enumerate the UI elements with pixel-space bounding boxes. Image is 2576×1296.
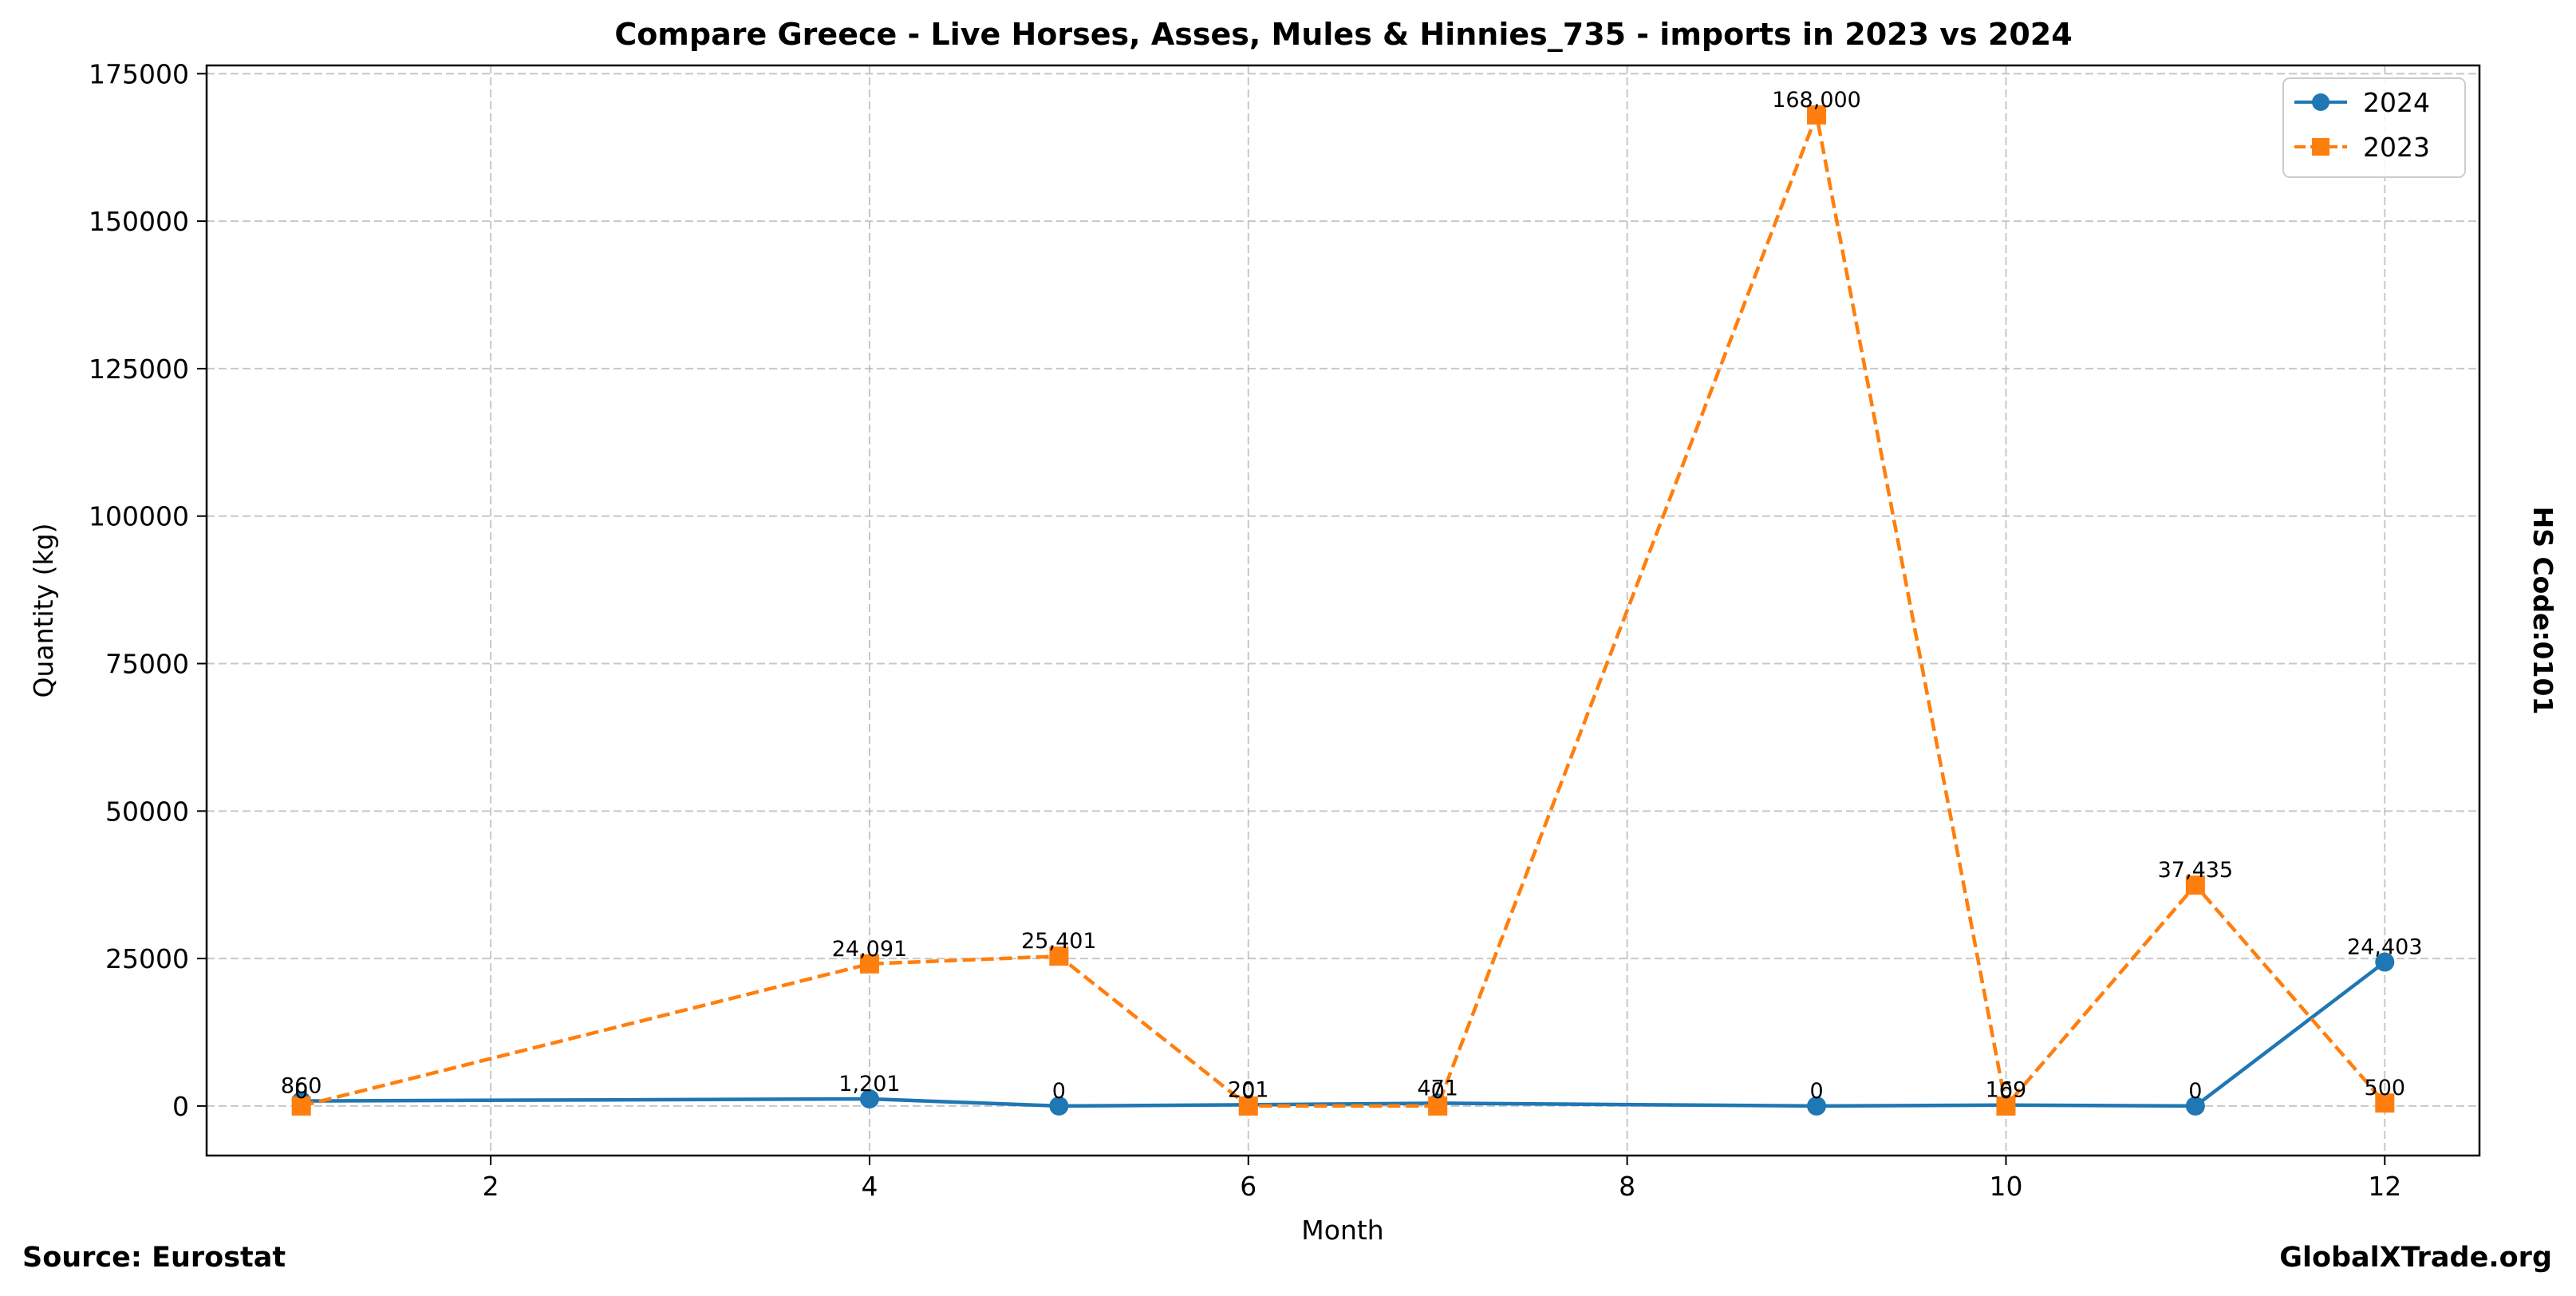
grid — [207, 65, 2479, 1156]
legend-label-2024: 2024 — [2363, 87, 2430, 118]
y-tick-label: 125000 — [89, 354, 189, 385]
y-tick-label: 150000 — [89, 206, 189, 237]
y-tick-label: 75000 — [105, 649, 189, 680]
chart-title: Compare Greece - Live Horses, Asses, Mul… — [614, 17, 2072, 52]
y-tick-label: 25000 — [105, 943, 189, 974]
x-tick-label: 6 — [1240, 1171, 1256, 1202]
point-2023 — [291, 1096, 311, 1116]
data-label-2023: 37,435 — [2158, 858, 2233, 883]
brand-label: GlobalXTrade.org — [2279, 1242, 2552, 1274]
x-tick-label: 2 — [483, 1171, 499, 1202]
x-axis-label: Month — [1301, 1215, 1383, 1246]
y-tick-label: 0 — [172, 1091, 189, 1122]
y-axis-label: Quantity (kg) — [28, 524, 59, 698]
x-tick-label: 12 — [2368, 1171, 2401, 1202]
x-tick-label: 10 — [1989, 1171, 2022, 1202]
point-2023 — [1049, 946, 1069, 966]
point-2023 — [1428, 1096, 1448, 1116]
point-2024 — [2375, 952, 2395, 972]
y-tick-label: 50000 — [105, 796, 189, 827]
x-tick-label: 4 — [861, 1171, 878, 1202]
legend: 2024 2023 — [2282, 77, 2466, 178]
point-2023 — [1996, 1096, 2016, 1116]
y-tick-label: 175000 — [89, 58, 189, 89]
plot-frame — [205, 64, 2481, 1157]
point-2023 — [1807, 105, 1827, 125]
y-tick-label: 100000 — [89, 501, 189, 532]
legend-marker-2023 — [2312, 138, 2329, 156]
data-label-2023: 24,091 — [832, 937, 907, 962]
series-line-2024 — [301, 960, 2386, 1108]
series-line-2023 — [301, 113, 2386, 1108]
point-2023 — [1238, 1096, 1258, 1116]
point-2023 — [2375, 1093, 2395, 1113]
point-2024 — [859, 1089, 879, 1109]
data-label-2023: 0 — [1431, 1079, 1445, 1104]
data-label-2024: 0 — [1052, 1079, 1066, 1104]
point-2024 — [1049, 1096, 1069, 1116]
point-2024 — [2185, 1096, 2205, 1116]
data-label-2024: 24,403 — [2347, 935, 2422, 960]
point-2024 — [1807, 1096, 1827, 1116]
point-2023 — [2185, 875, 2205, 895]
data-label-2023: 0 — [1241, 1079, 1255, 1104]
data-label-2023: 500 — [2365, 1076, 2406, 1100]
x-tick-label: 8 — [1619, 1171, 1635, 1202]
data-label-2024: 0 — [1809, 1079, 1823, 1104]
data-label-2024: 0 — [2188, 1079, 2202, 1104]
data-label-2023: 0 — [1999, 1079, 2013, 1104]
data-label-2024: 201 — [1228, 1077, 1269, 1102]
axis-ticks: 2 4 6 8 10 12 0 25000 50000 75000 100000 125000 1500… — [89, 58, 2401, 1202]
series — [291, 105, 2395, 1116]
data-label-2024: 860 — [281, 1074, 322, 1099]
point-2023 — [859, 954, 879, 974]
data-label-2023: 0 — [294, 1079, 308, 1104]
source-note: Source: Eurostat — [22, 1242, 286, 1274]
data-label-2024: 1,201 — [838, 1072, 900, 1096]
data-label-2023: 25,401 — [1021, 929, 1096, 954]
data-label-2024: 471 — [1417, 1076, 1458, 1100]
legend-label-2023: 2023 — [2363, 132, 2430, 163]
legend-marker-2024 — [2312, 93, 2329, 111]
data-label-2023: 168,000 — [1772, 88, 1861, 113]
hs-code-label: HS Code:0101 — [2527, 507, 2558, 715]
data-label-2024: 169 — [1986, 1078, 2027, 1103]
